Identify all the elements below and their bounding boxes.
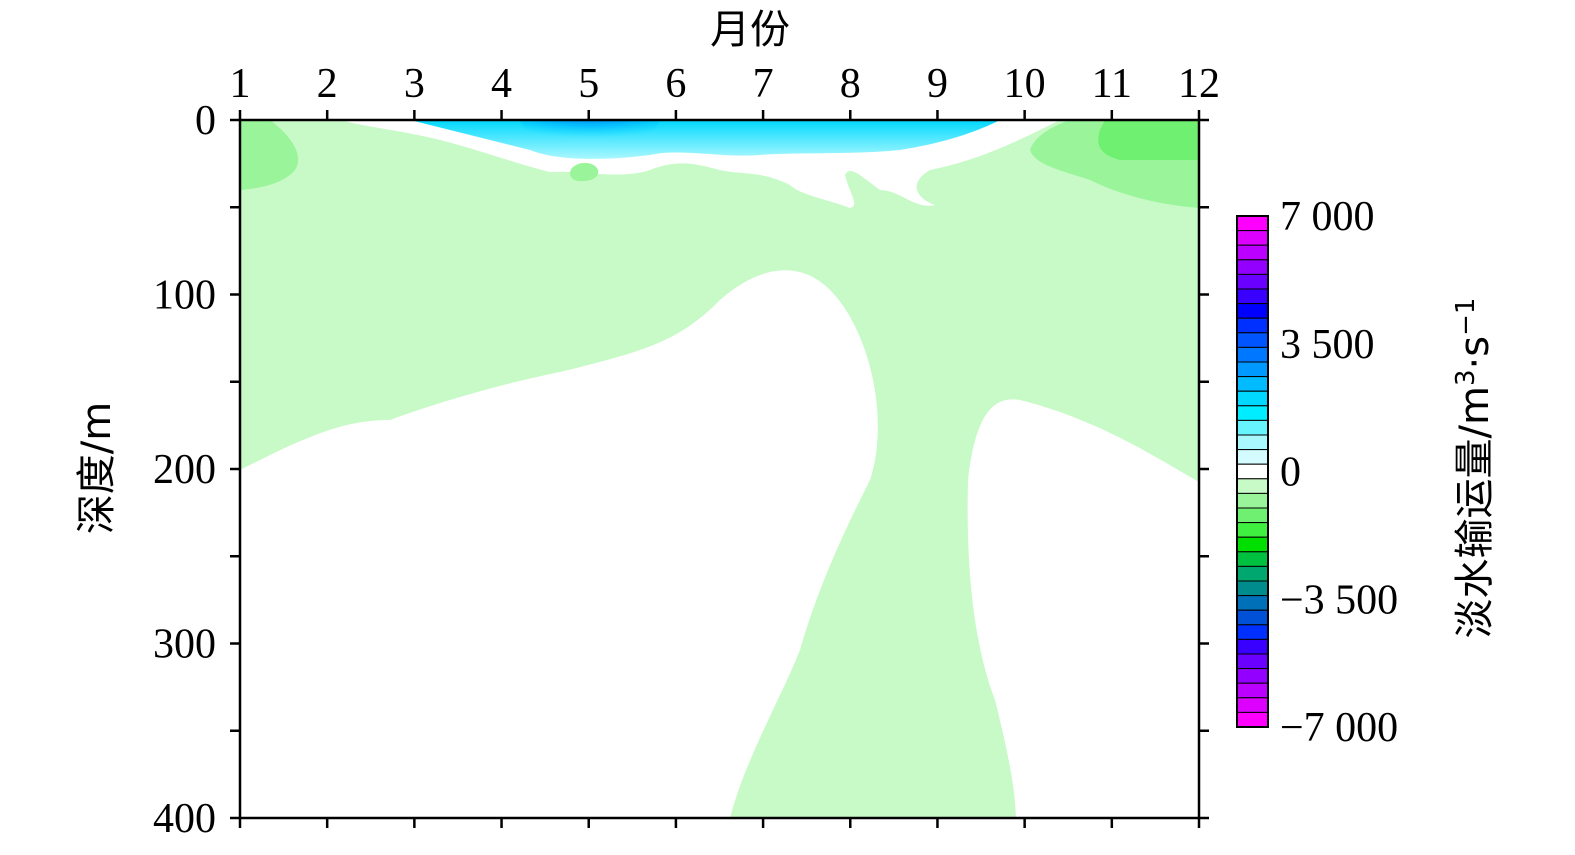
colorbar-swatch (1236, 434, 1269, 451)
colorbar-swatch (1236, 624, 1269, 640)
colorbar-swatch (1236, 536, 1269, 553)
colorbar-swatch (1236, 507, 1269, 524)
colorbar-tick-label: −7 000 (1280, 705, 1398, 751)
colorbar-tick-label: −3 500 (1280, 577, 1398, 623)
colorbar-swatch (1236, 668, 1269, 684)
colorbar-swatch (1236, 419, 1269, 436)
x-tick-label: 5 (578, 61, 599, 107)
colorbar (1236, 215, 1269, 728)
x-tick-label: 1 (230, 61, 251, 107)
colorbar-swatch (1236, 697, 1269, 713)
y-tick-label: 400 (153, 796, 216, 842)
x-axis-tick-labels: 1 2 3 4 5 6 7 8 9 10 11 12 (230, 61, 1221, 107)
colorbar-swatch (1236, 551, 1269, 567)
contour-light-green-upper (240, 120, 1199, 818)
colorbar-unit-superscript: 3 (1451, 369, 1481, 386)
colorbar-swatch (1236, 682, 1269, 699)
x-axis-top-ticks (238, 110, 1201, 120)
colorbar-unit-middle: ·s (1452, 336, 1498, 370)
colorbar-swatch (1236, 609, 1269, 626)
x-tick-label: 9 (927, 61, 948, 107)
x-tick-label: 12 (1178, 61, 1220, 107)
x-axis-bottom-ticks (238, 818, 1201, 828)
colorbar-swatch (1236, 522, 1269, 538)
colorbar-swatch (1236, 346, 1269, 363)
x-tick-label: 6 (665, 61, 686, 107)
colorbar-swatch (1236, 215, 1269, 232)
colorbar-tick-labels: 7 000 3 500 0 −3 500 −7 000 (1280, 194, 1398, 751)
y-axis-title: 深度/m (74, 402, 120, 534)
colorbar-unit-exponent: −1 (1451, 298, 1481, 336)
colorbar-swatch (1236, 565, 1269, 582)
colorbar-title: 淡水输运量/m3·s−1 (1451, 298, 1498, 639)
colorbar-tick-label: 7 000 (1280, 194, 1375, 240)
colorbar-swatch (1236, 259, 1269, 275)
colorbar-swatch (1236, 244, 1269, 261)
colorbar-swatch (1236, 288, 1269, 305)
colorbar-swatch (1236, 230, 1269, 246)
colorbar-swatch (1236, 303, 1269, 319)
y-tick-label: 300 (153, 622, 216, 668)
colorbar-swatch (1236, 653, 1269, 670)
colorbar-label-text: 淡水输运量/m (1452, 386, 1498, 638)
x-tick-label: 10 (1004, 61, 1046, 107)
colorbar-swatch (1236, 449, 1269, 465)
colorbar-swatch (1236, 463, 1269, 480)
plot-area (238, 118, 1201, 820)
y-tick-label: 100 (153, 273, 216, 319)
colorbar-swatch (1236, 317, 1269, 334)
contour-green-left (240, 120, 299, 190)
colorbar-swatch (1236, 595, 1269, 611)
colorbar-swatch (1236, 273, 1269, 290)
colorbar-swatch (1236, 361, 1269, 378)
contour-green-small-blob (570, 162, 599, 182)
x-axis-title: 月份 (710, 7, 790, 53)
y-axis-ticks (230, 118, 1209, 820)
colorbar-tick-label: 0 (1280, 450, 1301, 496)
colorbar-swatch (1236, 376, 1269, 392)
colorbar-tick-label: 3 500 (1280, 322, 1375, 368)
y-tick-label: 200 (153, 447, 216, 493)
x-tick-label: 11 (1092, 61, 1132, 107)
colorbar-swatch (1236, 332, 1269, 348)
colorbar-swatch (1236, 405, 1269, 421)
colorbar-swatch (1236, 580, 1269, 597)
x-tick-label: 7 (753, 61, 774, 107)
x-tick-label: 8 (840, 61, 861, 107)
x-tick-label: 4 (491, 61, 512, 107)
colorbar-swatch (1236, 478, 1269, 494)
y-tick-label: 0 (195, 98, 216, 144)
colorbar-swatch (1236, 492, 1269, 509)
colorbar-swatch (1236, 390, 1269, 407)
colorbar-swatch (1236, 711, 1269, 728)
contour-green-right-core (1098, 120, 1199, 160)
y-axis-tick-labels: 0 100 200 300 400 (153, 98, 216, 842)
colorbar-swatch (1236, 638, 1269, 655)
colorbar-frame (1236, 215, 1269, 728)
x-tick-label: 3 (404, 61, 425, 107)
contour-surface-core (520, 120, 660, 142)
x-tick-label: 2 (317, 61, 338, 107)
